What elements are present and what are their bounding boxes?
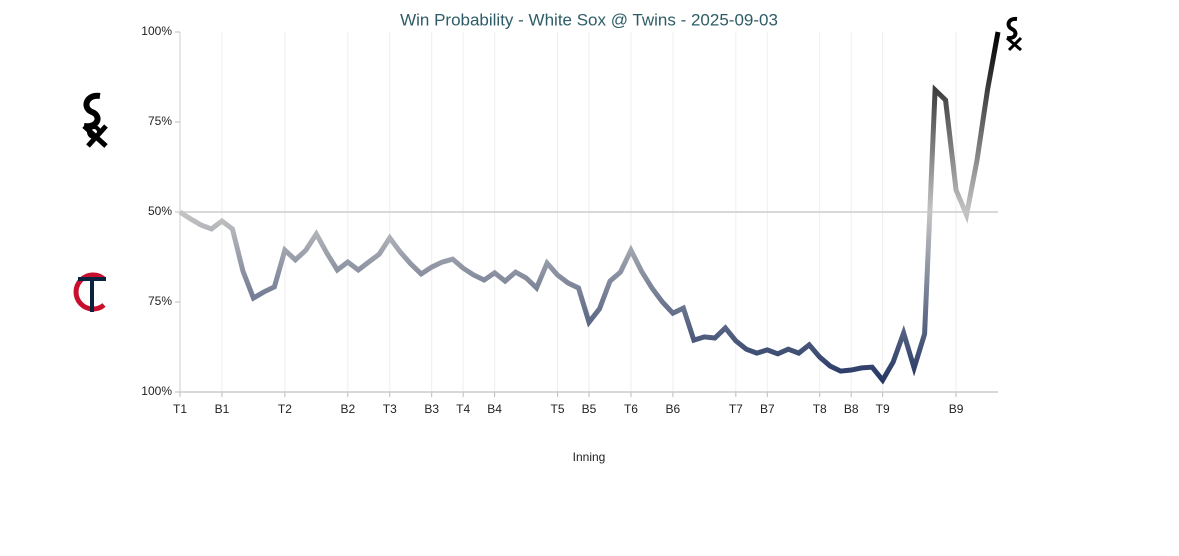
x-tick-label: B1 xyxy=(215,402,230,416)
x-tick-label: B9 xyxy=(949,402,964,416)
x-tick-label: B7 xyxy=(760,402,775,416)
y-tick-label: 50% xyxy=(148,204,172,218)
white-sox-end-logo xyxy=(1006,16,1023,52)
y-tick-label: 100% xyxy=(141,24,172,38)
x-tick-label: B3 xyxy=(424,402,439,416)
x-tick-label: T2 xyxy=(278,402,292,416)
twins-logo xyxy=(73,272,106,312)
x-tick-label: T1 xyxy=(173,402,187,416)
x-tick-label: B8 xyxy=(844,402,859,416)
x-tick-label: B5 xyxy=(582,402,597,416)
x-tick-label: T8 xyxy=(813,402,827,416)
white-sox-logo xyxy=(82,92,108,148)
x-tick-label: T3 xyxy=(383,402,397,416)
x-tick-label: B2 xyxy=(340,402,355,416)
x-tick-label: B4 xyxy=(487,402,502,416)
x-tick-label: T9 xyxy=(876,402,890,416)
x-tick-label: T4 xyxy=(456,402,470,416)
x-tick-label: T7 xyxy=(729,402,743,416)
win-probability-line xyxy=(178,31,1001,385)
x-tick-label: T5 xyxy=(551,402,565,416)
x-tick-label: T6 xyxy=(624,402,638,416)
y-tick-label: 75% xyxy=(148,114,172,128)
chart-title: Win Probability - White Sox @ Twins - 20… xyxy=(400,10,778,29)
y-tick-label: 100% xyxy=(141,384,172,398)
y-tick-label: 75% xyxy=(148,294,172,308)
x-tick-label: B6 xyxy=(666,402,681,416)
x-axis-label: Inning xyxy=(573,450,606,464)
